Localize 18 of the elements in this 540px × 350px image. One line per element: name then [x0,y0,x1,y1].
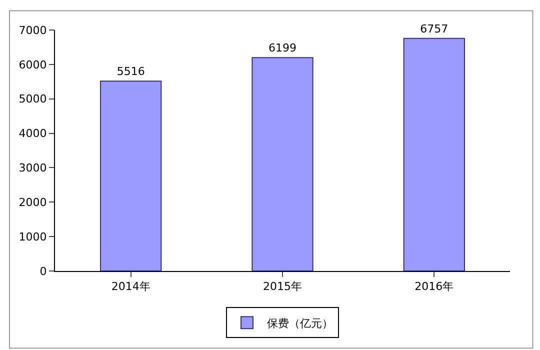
legend-label: 保费（亿元） [267,316,333,330]
y-tick-label: 0 [40,264,47,278]
bar [252,57,314,271]
y-tick-label: 7000 [18,24,47,37]
y-tick-label: 2000 [18,196,47,209]
data-label: 6199 [268,42,296,55]
bar [100,80,162,271]
x-tick-label: 2015年 [263,280,302,294]
bar [403,38,465,271]
y-tick-label: 4000 [18,127,47,140]
x-tick-label: 2014年 [111,280,150,294]
y-tick-label: 3000 [18,162,47,175]
y-tick-label: 1000 [18,230,47,244]
y-tick-label: 5000 [18,92,47,106]
data-label: 5516 [116,65,145,78]
y-tick-label: 6000 [18,58,47,72]
x-tick-label: 2016年 [414,280,454,294]
data-label: 6757 [420,22,448,36]
